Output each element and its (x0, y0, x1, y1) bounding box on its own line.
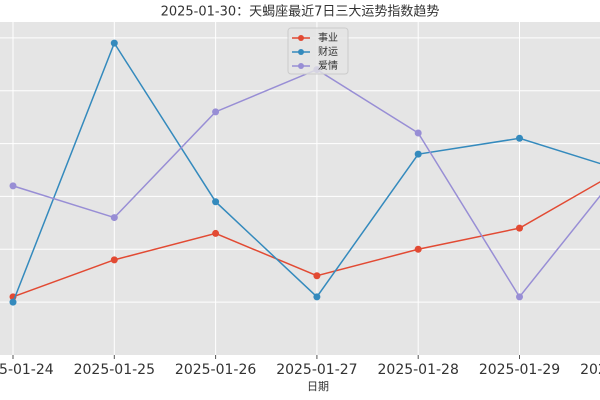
data-point (516, 293, 523, 301)
data-point (212, 108, 220, 116)
data-point (110, 39, 118, 47)
x-tick-label: 2025-01-27 (276, 362, 357, 378)
data-point (414, 129, 422, 137)
x-tick-label: 2025-01-30 (580, 362, 600, 378)
chart-title: 2025-01-30：天蝎座最近7日三大运势指数趋势 (161, 4, 440, 20)
legend-marker (298, 63, 304, 69)
data-point (212, 198, 220, 206)
x-tick-label: 2025-01-25 (74, 362, 155, 378)
x-axis-label: 日期 (307, 380, 329, 393)
data-point (313, 293, 321, 301)
legend-marker (298, 49, 304, 55)
x-tick-label: 2025-01-24 (0, 362, 54, 378)
legend-label: 财运 (318, 45, 338, 58)
data-point (212, 229, 220, 237)
plot-area (0, 22, 600, 355)
data-point (516, 134, 523, 142)
data-point (516, 224, 523, 232)
x-tick-label: 2025-01-28 (378, 362, 459, 378)
data-point (414, 150, 422, 158)
legend-marker (298, 35, 304, 41)
lines (9, 39, 600, 306)
x-tick-label: 2025-01-26 (175, 362, 256, 378)
data-point (414, 245, 422, 253)
legend-label: 事业 (318, 31, 338, 44)
data-point (9, 298, 17, 306)
data-point (110, 256, 118, 264)
data-point (313, 272, 321, 280)
x-tick-label: 2025-01-29 (479, 362, 560, 378)
data-point (110, 214, 118, 222)
legend-label: 爱情 (318, 59, 338, 72)
data-point (9, 182, 17, 190)
